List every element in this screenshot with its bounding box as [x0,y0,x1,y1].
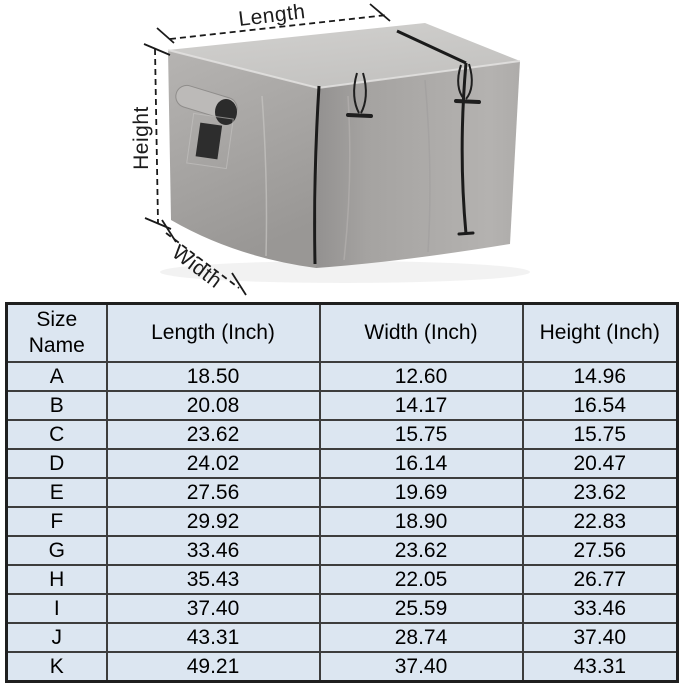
size-name-cell: G [5,535,108,566]
length-dimension-line [169,14,388,40]
length-label: Length [237,0,307,31]
width-cell: 25.59 [318,593,524,624]
height-cell: 15.75 [521,419,679,450]
height-cell: 16.54 [521,390,679,421]
length-cell: 24.02 [105,448,321,479]
width-cell: 28.74 [318,622,524,653]
size-name-cell: I [5,593,108,624]
handle-cutout [195,122,223,160]
size-name-cell: J [5,622,108,653]
front-zipper-right [460,62,468,235]
table-row: E 27.56 19.69 23.62 [5,477,679,508]
fabric-crease [424,79,431,253]
column-header-width: Width (Inch) [318,302,524,363]
front-zipper-left [313,85,321,265]
width-cell: 19.69 [318,477,524,508]
table-row: I 37.40 25.59 33.46 [5,593,679,624]
length-cell: 49.21 [105,651,321,683]
size-name-cell: F [5,506,108,537]
height-cell: 20.47 [521,448,679,479]
size-name-cell: D [5,448,108,479]
zipper-pull-left [346,72,373,118]
table-row: B 20.08 14.17 16.54 [5,390,679,421]
width-cell: 22.05 [318,564,524,595]
size-name-cell: C [5,419,108,450]
height-cell: 33.46 [521,593,679,624]
table-row: F 29.92 18.90 22.83 [5,506,679,537]
width-tick-top [161,219,177,243]
height-cell: 27.56 [521,535,679,566]
column-header-size-name: Size Name [5,302,108,363]
size-chart-table: Size Name Length (Inch) Width (Inch) Hei… [5,302,679,683]
size-name-cell: E [5,477,108,508]
height-cell: 43.31 [521,651,679,683]
length-cell: 20.08 [105,390,321,421]
width-cell: 23.62 [318,535,524,566]
zipper-end-stop [457,231,475,236]
size-name-cell: H [5,564,108,595]
height-cell: 26.77 [521,564,679,595]
width-cell: 16.14 [318,448,524,479]
length-cell: 33.46 [105,535,321,566]
length-cell: 35.43 [105,564,321,595]
width-cell: 12.60 [318,361,524,392]
ground-shadow [160,261,530,283]
table-header-row: Size Name Length (Inch) Width (Inch) Hei… [5,302,679,363]
table-row: D 24.02 16.14 20.47 [5,448,679,479]
height-cell: 22.83 [521,506,679,537]
cover-front-face [316,61,520,268]
height-tick-top [143,43,171,56]
size-name-cell: K [5,651,108,683]
top-zipper [396,29,467,65]
zipper-pull-right [454,63,481,104]
height-cell: 23.62 [521,477,679,508]
length-cell: 29.92 [105,506,321,537]
size-name-cell: B [5,390,108,421]
length-cell: 37.40 [105,593,321,624]
width-label: Width [168,241,227,293]
height-dimension-line [154,48,159,224]
width-cell: 37.40 [318,651,524,683]
height-cell: 37.40 [521,622,679,653]
cover-illustration: Length Height Width [130,0,530,296]
table-row: G 33.46 23.62 27.56 [5,535,679,566]
product-dimension-diagram: Length Height Width [0,0,679,302]
table-row: K 49.21 37.40 43.31 [5,651,679,683]
table-row: J 43.31 28.74 37.40 [5,622,679,653]
fabric-crease [261,95,268,257]
width-dimension-line [165,232,240,289]
length-cell: 18.50 [105,361,321,392]
length-tick-right [369,3,391,22]
height-cell: 14.96 [521,361,679,392]
length-cell: 27.56 [105,477,321,508]
width-cell: 14.17 [318,390,524,421]
height-label: Height [130,106,153,170]
width-cell: 18.90 [318,506,524,537]
width-tick-bottom [231,272,247,296]
handle-panel-stitch [186,112,234,170]
table-row: H 35.43 22.05 26.77 [5,564,679,595]
side-handle [175,84,238,170]
column-header-height: Height (Inch) [521,302,679,363]
length-cell: 43.31 [105,622,321,653]
width-cell: 15.75 [318,419,524,450]
handle-opening [215,99,237,125]
size-name-cell: A [5,361,108,392]
length-cell: 23.62 [105,419,321,450]
length-tick-left [156,27,175,44]
table-row: A 18.50 12.60 14.96 [5,361,679,392]
column-header-length: Length (Inch) [105,302,321,363]
table-row: C 23.62 15.75 15.75 [5,419,679,450]
